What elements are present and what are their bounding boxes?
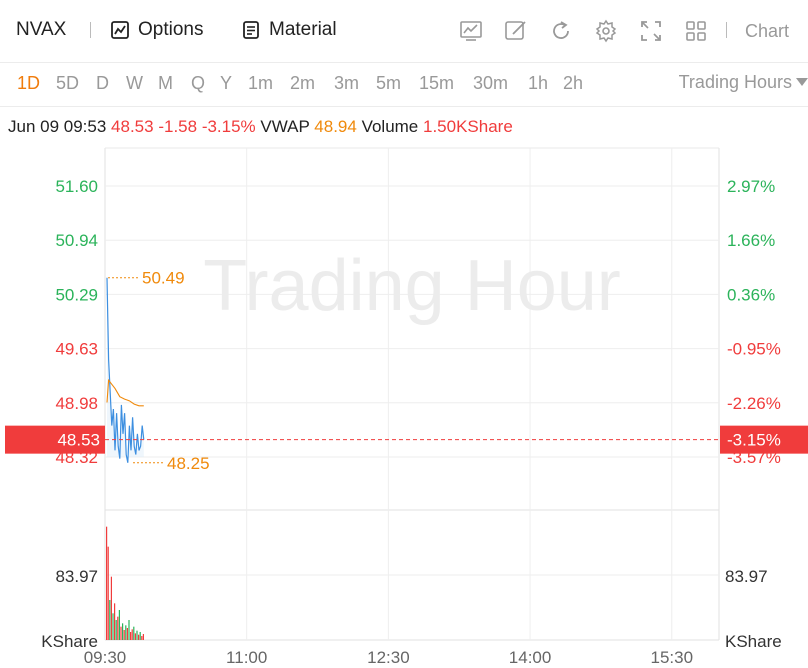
price-area-fill	[107, 277, 144, 463]
time-axis-label: 09:30	[84, 648, 127, 667]
vwap-label: VWAP	[260, 117, 310, 136]
percent-axis-label: 0.36%	[727, 285, 775, 304]
period-tab-1d[interactable]: 1D	[17, 73, 41, 93]
period-tab-30m[interactable]: 30m	[473, 73, 509, 93]
ticker-symbol: NVAX	[16, 19, 67, 40]
volume-bar	[118, 610, 120, 640]
current-percent-tag	[720, 425, 808, 454]
volume-bar	[115, 620, 117, 640]
volume-bar	[114, 603, 116, 640]
volume-bar	[136, 630, 138, 640]
price-axis-label: 51.60	[55, 177, 98, 196]
chart-icon[interactable]	[459, 19, 483, 43]
volume-value: 1.50KShare	[423, 117, 513, 136]
price-line	[106, 277, 145, 463]
volume-bar	[134, 633, 136, 640]
material-label: Material	[269, 19, 337, 40]
volume-bar	[130, 632, 132, 640]
volume-bar	[131, 629, 133, 640]
low-price-label: 48.25	[167, 454, 210, 473]
quote-change-pct: -3.15%	[201, 117, 256, 136]
gear-icon[interactable]	[594, 19, 618, 43]
refresh-icon[interactable]	[549, 19, 573, 43]
quote-datetime: Jun 09 09:53	[8, 117, 107, 136]
volume-bar	[112, 613, 114, 640]
volume-bar	[122, 623, 124, 640]
volume-bar	[106, 526, 108, 640]
period-tab-1h[interactable]: 1h	[528, 73, 549, 93]
volume-bar	[109, 600, 111, 640]
volume-bar	[142, 634, 144, 640]
price-axis-label: 48.98	[55, 394, 98, 413]
volume-bar	[128, 620, 130, 640]
time-axis-label: 12:30	[367, 648, 410, 667]
period-tab-w[interactable]: W	[126, 73, 143, 93]
options-label: Options	[138, 19, 204, 40]
period-tab-15m[interactable]: 15m	[419, 73, 455, 93]
current-price-tag	[5, 425, 105, 454]
divider	[90, 22, 91, 38]
current-percent-tag-label: -3.15%	[727, 431, 781, 450]
time-axis-label: 11:00	[226, 648, 267, 667]
draw-icon[interactable]	[504, 19, 528, 43]
volume-unit-label: KShare	[41, 632, 98, 651]
volume-axis-label-right: 83.97	[725, 567, 768, 586]
options-chart-icon	[111, 21, 129, 39]
volume-bar	[120, 626, 122, 640]
quote-change: -1.58	[158, 117, 198, 136]
period-tab-3m[interactable]: 3m	[334, 73, 360, 93]
percent-axis-label: -2.26%	[727, 394, 781, 413]
period-tab-q[interactable]: Q	[191, 73, 206, 93]
watermark-text: Trading Hour	[203, 246, 621, 326]
quote-price: 48.53	[111, 117, 154, 136]
document-icon	[243, 21, 259, 39]
price-axis-label: 50.29	[55, 285, 98, 304]
period-tab-2h[interactable]: 2h	[563, 73, 584, 93]
volume-bar	[117, 616, 119, 640]
caret-down-icon	[796, 78, 808, 86]
fullscreen-icon[interactable]	[639, 19, 663, 43]
vwap-line	[106, 378, 144, 407]
period-tab-m[interactable]: M	[158, 73, 173, 93]
trading-hours-dropdown[interactable]: Trading Hours	[679, 72, 808, 93]
options-button[interactable]: Options	[110, 19, 203, 41]
chart-type-select[interactable]: Chart	[745, 21, 790, 41]
time-axis-label: 14:00	[509, 648, 552, 667]
layout-icon[interactable]	[684, 19, 708, 43]
period-tab-1m[interactable]: 1m	[248, 73, 274, 93]
price-axis-label: 49.63	[55, 340, 98, 359]
volume-bar	[139, 632, 141, 640]
current-price-tag-label: 48.53	[57, 431, 100, 450]
top-toolbar: NVAX Options Material	[0, 0, 808, 63]
volume-bar	[138, 634, 140, 640]
volume-bar	[125, 625, 127, 640]
volume-unit-label-right: KShare	[725, 632, 782, 651]
period-tab-2m[interactable]: 2m	[290, 73, 316, 93]
volume-bar	[110, 576, 112, 640]
percent-axis-label: 1.66%	[727, 231, 775, 250]
price-axis-label: 50.94	[55, 231, 98, 250]
vwap-value: 48.94	[314, 117, 357, 136]
percent-axis-label: 2.97%	[727, 177, 775, 196]
period-tab-5m[interactable]: 5m	[376, 73, 402, 93]
period-tab-5d[interactable]: 5D	[56, 73, 80, 93]
volume-bar	[141, 636, 143, 640]
divider	[726, 22, 727, 38]
volume-axis-label: 83.97	[55, 567, 98, 586]
period-tab-d[interactable]: D	[96, 73, 109, 93]
high-price-label: 50.49	[142, 269, 185, 288]
period-tab-y[interactable]: Y	[220, 73, 233, 93]
time-axis-label: 15:30	[650, 648, 693, 667]
percent-axis-label: -0.95%	[727, 340, 781, 359]
volume-label: Volume	[361, 117, 419, 136]
volume-bar	[107, 546, 109, 640]
volume-bar	[133, 626, 135, 640]
material-button[interactable]: Material	[241, 19, 337, 41]
volume-bar	[126, 628, 128, 640]
volume-bar	[123, 630, 125, 640]
trading-hours-label: Trading Hours	[678, 72, 792, 92]
period-bar: 1D 5D D W M Q Y 1m 2m 3m 5m 15m 30m 1h 2h Trading Hour…	[0, 62, 808, 107]
quote-info-line: Jun 09 09:53 48.53 -1.58 -3.15% VWAP 48.…	[8, 117, 513, 137]
